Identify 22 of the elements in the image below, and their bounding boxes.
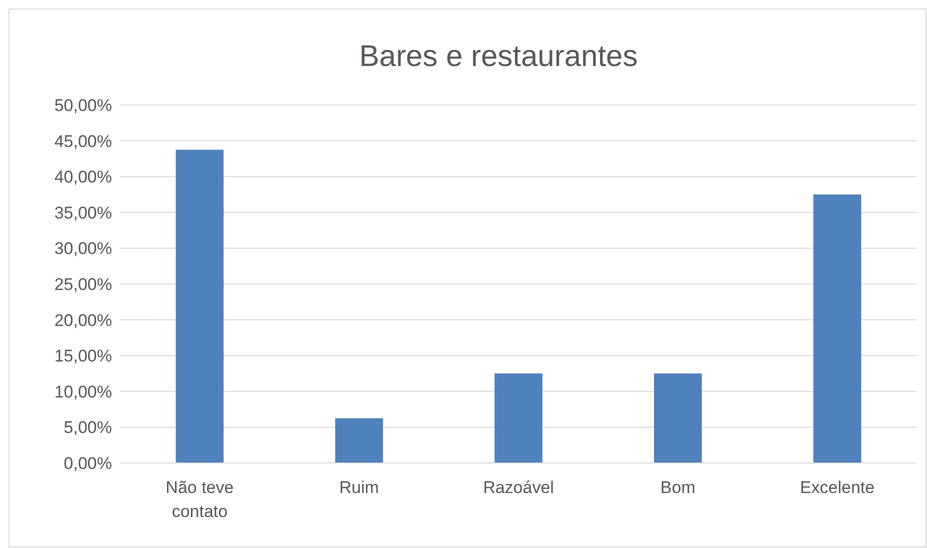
bar [813,194,862,463]
y-tick-label: 40,00% [54,168,112,187]
x-tick-label: Ruim [339,478,379,497]
y-tick-label: 10,00% [54,382,112,402]
y-tick-label: 5,00% [64,418,112,438]
y-tick-label: 0,00% [64,454,112,473]
y-tick-label: 25,00% [54,274,112,294]
y-tick-label: 30,00% [54,239,112,258]
bar [335,418,384,463]
x-tick-label: Não teve contato [166,478,234,521]
y-tick-label: 35,00% [54,203,112,222]
x-tick-label: Razoável [483,478,554,497]
y-tick-label: 15,00% [54,346,112,366]
y-tick-label: 45,00% [54,132,112,151]
y-tick-label: 20,00% [54,310,112,330]
y-tick-label: 50,00% [54,96,112,115]
bar [654,374,702,463]
bar [494,374,542,463]
x-tick-label: Bom [660,478,696,497]
chart-title: Bares e restaurantes [359,40,638,73]
bar [176,150,224,463]
x-tick-label: Excelente [800,478,875,497]
